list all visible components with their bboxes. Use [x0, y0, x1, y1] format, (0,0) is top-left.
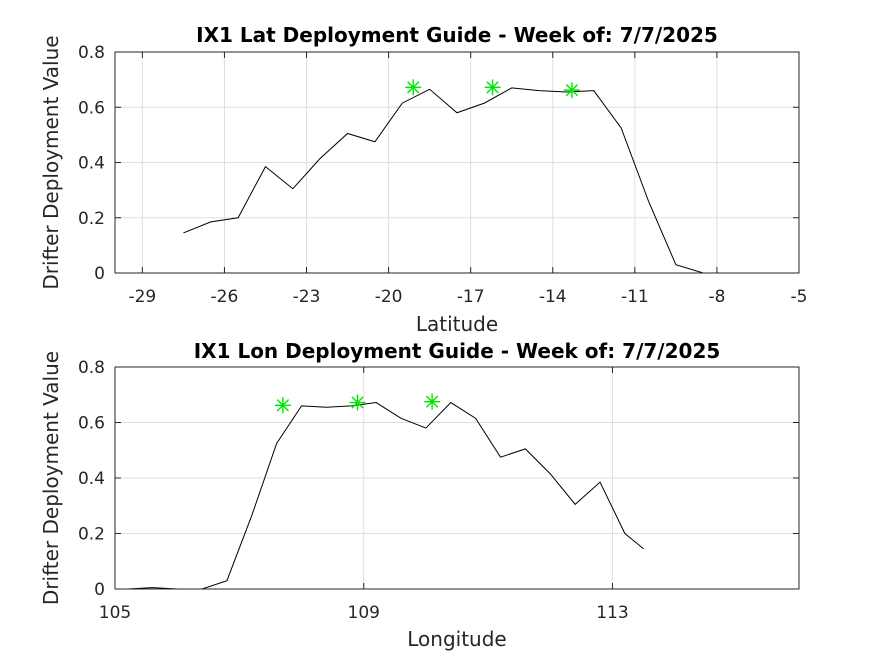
x-tick-label: -26: [211, 287, 239, 307]
x-tick-label: -5: [791, 287, 808, 307]
plot-1: -29 -26 -23 -20 -17 -14 -11 -8 -5 0 0.2 0.4 0.6 0.8 IX…: [39, 23, 807, 336]
y-tick-label: 0.2: [78, 209, 105, 229]
x-tick-label: -23: [293, 287, 321, 307]
x-tick-label: -17: [457, 287, 485, 307]
y-tick-label: 0.8: [78, 358, 105, 378]
star-marker: [563, 82, 580, 99]
y-tick-label: 0.6: [78, 98, 105, 118]
y-axis-label: Drifter Deployment Value: [39, 351, 63, 605]
y-tick-label: 0.8: [78, 43, 105, 63]
y-tick-label: 0.4: [78, 469, 105, 489]
y-tick-label: 0: [94, 264, 105, 284]
star-marker: [424, 393, 441, 410]
x-tick-label: 113: [596, 603, 628, 623]
series-line-1: [127, 401, 644, 590]
x-axis-label: Longitude: [407, 627, 506, 651]
y-tick-label: 0.2: [78, 525, 105, 545]
plot-2: 105 109 113 0 0.2 0.4 0.6 0.8 IX1 Lon Deployment…: [39, 339, 800, 651]
x-tick-label: -14: [539, 287, 567, 307]
x-tick-label: -29: [128, 287, 156, 307]
x-tick-label: -20: [375, 287, 403, 307]
star-marker: [349, 394, 366, 411]
star-marker: [405, 79, 422, 96]
y-axis-label: Drifter Deployment Value: [39, 35, 63, 289]
y-tick-label: 0.4: [78, 154, 105, 174]
star-marker: [484, 79, 501, 96]
x-tick-label: -11: [621, 287, 649, 307]
x-tick-label: -8: [708, 287, 725, 307]
y-tick-label: 0: [94, 580, 105, 600]
chart-title: IX1 Lon Deployment Guide - Week of: 7/7/…: [194, 339, 721, 363]
series-line-1: [183, 87, 731, 274]
x-tick-label: 105: [99, 603, 131, 623]
x-tick-label: 109: [348, 603, 380, 623]
star-marker: [274, 397, 291, 414]
y-tick-label: 0.6: [78, 414, 105, 434]
chart-title: IX1 Lat Deployment Guide - Week of: 7/7/…: [196, 23, 718, 47]
x-axis-label: Latitude: [416, 312, 498, 336]
